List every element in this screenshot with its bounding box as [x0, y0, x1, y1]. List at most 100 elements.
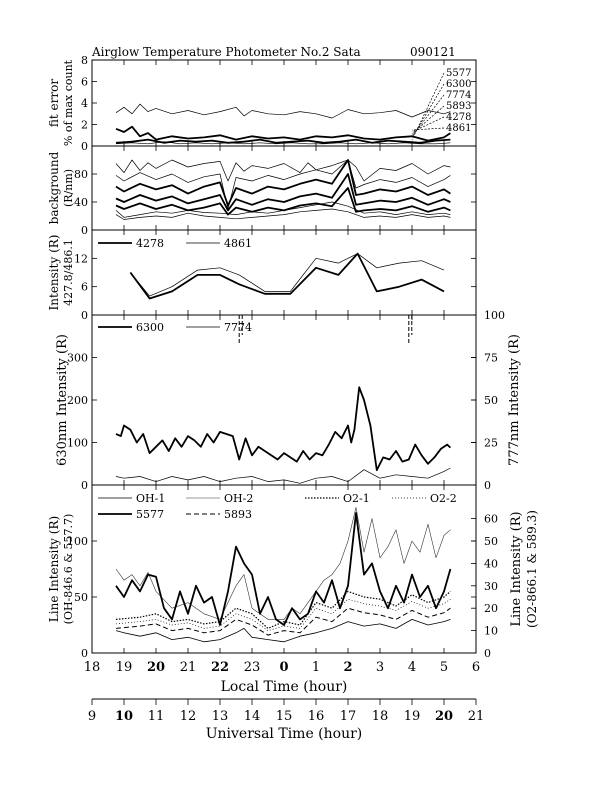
- series-group: [115, 386, 452, 484]
- y-right-tick-label: 40: [484, 557, 498, 570]
- ut-tick-label: 13: [212, 709, 229, 724]
- y-tick-label: 2: [81, 119, 88, 132]
- series-group: [115, 159, 451, 220]
- x-tick-label: 18: [84, 660, 101, 675]
- series-line-6300: [115, 103, 451, 119]
- legend-right-label: 5577: [446, 68, 471, 79]
- y-right-tick-label: 60: [484, 513, 498, 526]
- y-tick-label: 4: [81, 97, 88, 110]
- legend-leader-line: [411, 127, 445, 131]
- legend-label: OH-1: [136, 492, 165, 505]
- ut-tick-label: 12: [180, 709, 197, 724]
- x-tick-label: 5: [440, 660, 448, 675]
- legend-right-label: 4278: [446, 112, 471, 123]
- series-line-4278: [129, 252, 445, 300]
- y-tick-label: 0: [81, 309, 88, 322]
- y-tick-label: 12: [74, 252, 88, 265]
- y-tick-label: 0: [81, 140, 88, 153]
- series-group: [115, 103, 451, 145]
- panel-fit-error: 0 2 4 6 8 fit error% of max count 557763007774…: [47, 54, 477, 153]
- y-right-axis-label: Line Intensity (R): [509, 511, 524, 626]
- legend-label: O2-1: [343, 492, 370, 505]
- legend-right-label: 7774: [446, 90, 471, 101]
- series-line-sixth: [115, 201, 451, 218]
- legend-right-label: 4861: [446, 123, 471, 134]
- y-right-axis-label: 777nm Intensity (R): [507, 334, 522, 466]
- y-right-tick-label: 100: [484, 309, 505, 322]
- x-tick-label: 6: [472, 660, 480, 675]
- series-line-5577: [115, 125, 451, 142]
- legend-label: 5893: [224, 508, 252, 521]
- y-axis-label: 630nm Intensity (R): [55, 334, 70, 466]
- y-axis-label-2: (OH-846.6 & 557.7): [62, 514, 75, 625]
- series-group: [129, 252, 445, 300]
- y-right-tick-label: 0: [484, 479, 491, 492]
- series-line-bottom: [115, 208, 451, 220]
- ut-tick-label: 11: [148, 709, 165, 724]
- panel-frame: [91, 59, 477, 147]
- series-line-O2-1: [115, 590, 451, 630]
- x-tick-label: 4: [408, 660, 416, 675]
- legend-label: 5577: [136, 508, 164, 521]
- x-tick-label: 1: [312, 660, 320, 675]
- y-axis-label: fit error: [47, 79, 61, 127]
- y-tick-label: 300: [67, 352, 88, 365]
- y-right-axis-label-2: (O2-866.1 & 589.3): [525, 510, 539, 628]
- series-line-4278: [115, 138, 451, 144]
- y-tick-label: 100: [67, 437, 88, 450]
- y-right-tick-label: 0: [484, 647, 491, 660]
- series-group: [115, 507, 452, 643]
- series-line-second: [115, 159, 451, 210]
- y-axis-label: background: [47, 151, 61, 224]
- series-line-6300: [115, 386, 452, 472]
- legend-label: 7774: [224, 321, 252, 334]
- x-tick-label: 2: [343, 660, 352, 675]
- ut-axis-label: Universal Time (hour): [206, 726, 363, 742]
- y-right-tick-label: 75: [484, 352, 498, 365]
- series-line-top: [115, 159, 451, 182]
- y-tick-label: 6: [81, 76, 88, 89]
- y-right-tick-label: 30: [484, 580, 498, 593]
- y-tick-label: 6: [81, 281, 88, 294]
- y-right-tick-label: 10: [484, 625, 498, 638]
- series-line-O2-2: [115, 598, 451, 631]
- series-line-5577: [115, 512, 452, 626]
- y-right-tick-label: 50: [484, 394, 498, 407]
- y-right-tick-label: 20: [484, 602, 498, 615]
- y-tick-label: 0: [81, 647, 88, 660]
- legend-leader-line: [411, 116, 445, 133]
- x-tick-label: 3: [376, 660, 384, 675]
- x-tick-label: 22: [211, 660, 229, 675]
- legend-leader-line: [411, 72, 445, 141]
- y-right-tick-label: 50: [484, 535, 498, 548]
- x-tick-label: 0: [279, 660, 288, 675]
- y-axis-label-2: % of max count: [62, 59, 75, 146]
- y-tick-label: 0: [81, 224, 88, 237]
- x-tick-label: 20: [147, 660, 165, 675]
- figure-title: Airglow Temperature Photometer No.2 Sata: [91, 45, 361, 59]
- legend-label: O2-2: [430, 492, 457, 505]
- panel-background: 0 40 80 background (R/nm): [47, 145, 477, 237]
- x-tick-label: 23: [244, 660, 261, 675]
- ut-tick-label: 18: [372, 709, 389, 724]
- ut-tick-label: 9: [88, 709, 96, 724]
- series-line-5893: [115, 607, 451, 636]
- ut-tick-label: 21: [468, 709, 485, 724]
- legend-label: 6300: [136, 321, 164, 334]
- series-line-4861: [130, 253, 445, 297]
- series-line-third: [115, 159, 451, 207]
- y-axis-label-2: 427.8/486.1: [62, 239, 75, 306]
- y-tick-label: 100: [67, 535, 88, 548]
- series-line-7774: [115, 467, 451, 484]
- x-tick-label: 19: [116, 660, 133, 675]
- ut-tick-label: 10: [115, 709, 133, 724]
- y-tick-label: 40: [74, 196, 88, 209]
- ut-tick-label: 17: [340, 709, 357, 724]
- y-axis-label: Intensity (R): [47, 235, 61, 311]
- x-axis-label: Local Time (hour): [221, 679, 348, 695]
- x-tick-label: 21: [180, 660, 197, 675]
- ut-tick-label: 15: [276, 709, 293, 724]
